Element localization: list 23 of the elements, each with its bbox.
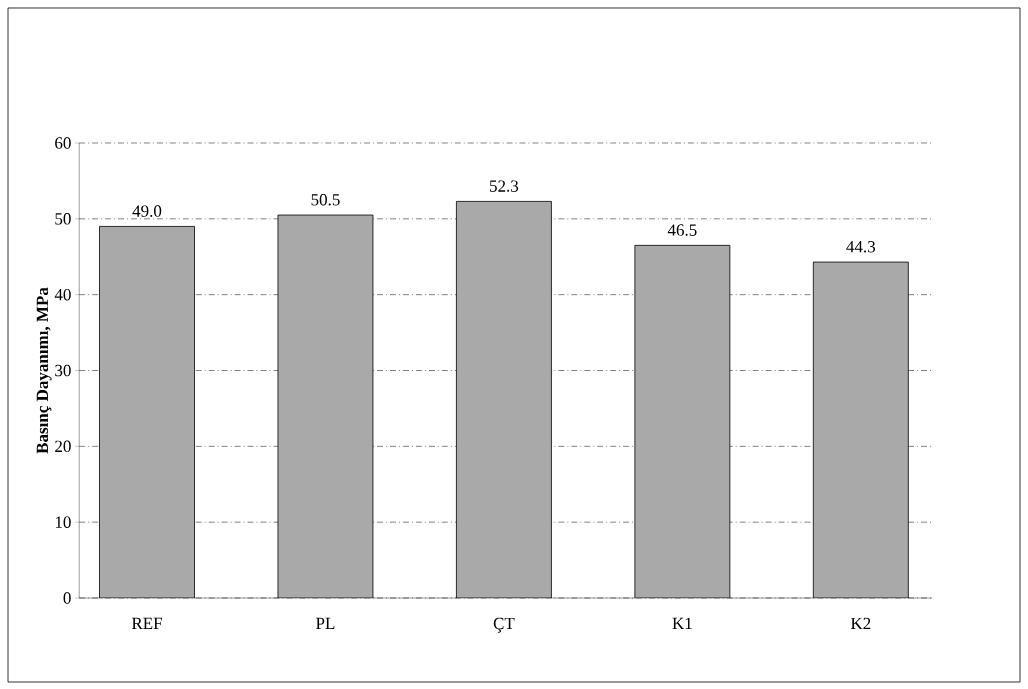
data-label: 50.5 xyxy=(311,193,340,206)
bar xyxy=(812,261,909,598)
bar xyxy=(99,226,195,598)
y-tick-label: 0 xyxy=(63,592,71,604)
data-label: 52.3 xyxy=(490,180,519,192)
bar xyxy=(456,200,552,598)
x-tick-label: K2 xyxy=(850,617,871,630)
x-tick-label: PL xyxy=(316,617,335,629)
y-tick-label: 60 xyxy=(55,137,71,149)
y-axis-title: Basınç Dayanımı, MPa xyxy=(36,287,52,454)
y-tick-label: 30 xyxy=(55,364,71,377)
y-tick-label: 20 xyxy=(55,440,71,453)
x-tick-label: REF xyxy=(131,617,162,629)
data-label: 44.3 xyxy=(846,241,876,253)
bar xyxy=(634,244,731,598)
x-tick-label: ÇT xyxy=(493,617,515,633)
y-tick-label: 50 xyxy=(55,213,71,225)
data-label: 49.0 xyxy=(132,205,162,217)
y-tick-label: 10 xyxy=(55,516,71,528)
x-tick-label: K1 xyxy=(672,617,692,629)
y-tick-label: 40 xyxy=(54,288,71,301)
bar xyxy=(277,214,374,598)
data-label: 46.5 xyxy=(667,224,697,236)
